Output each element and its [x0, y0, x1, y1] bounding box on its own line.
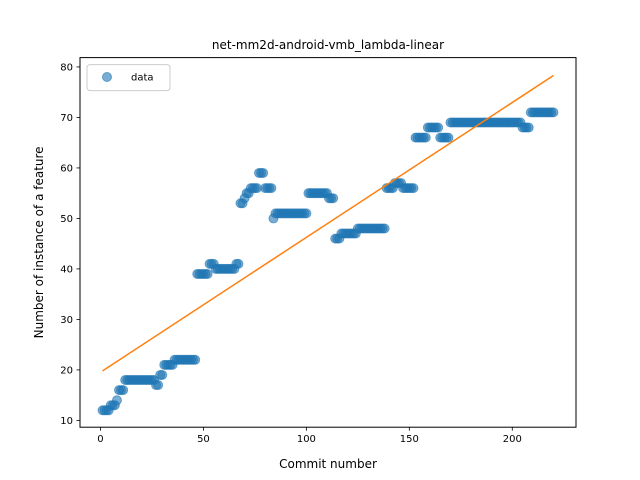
x-axis-title: Commit number: [279, 457, 377, 471]
y-axis: 10 20 30 40 50 60 70 80: [60, 62, 80, 427]
data-point: [328, 193, 339, 204]
data-point: [251, 183, 262, 194]
y-tick-label: 40: [60, 264, 73, 275]
x-tick-label: 50: [197, 434, 210, 445]
plot-frame: [79, 57, 577, 428]
data-point: [258, 167, 269, 178]
y-axis-title: Number of instance of a feature: [32, 146, 46, 338]
y-tick-label: 80: [60, 62, 73, 73]
legend-marker-data: [102, 72, 112, 82]
y-tick-label: 60: [60, 163, 73, 174]
legend-label-data: data: [131, 73, 154, 84]
data-point: [408, 183, 419, 194]
data-point: [548, 107, 559, 118]
legend: data: [86, 64, 171, 92]
fit-line: [102, 74, 554, 372]
data-point: [420, 132, 431, 143]
x-tick-label: 0: [97, 434, 103, 445]
data-point: [190, 354, 201, 365]
chart-title: net-mm2d-android-vmb_lambda-linear: [212, 38, 444, 52]
data-point: [111, 395, 122, 406]
plot-area: [97, 74, 559, 416]
y-tick-label: 20: [60, 365, 73, 376]
data-point: [157, 369, 168, 380]
data-point: [233, 258, 244, 269]
data-point: [301, 208, 312, 219]
y-tick-label: 10: [60, 416, 73, 427]
data-point: [266, 183, 277, 194]
x-tick-label: 150: [400, 434, 419, 445]
data-point: [433, 122, 444, 133]
legend-box: [86, 64, 171, 92]
data-point: [379, 223, 390, 234]
x-tick-label: 200: [503, 434, 522, 445]
data-point: [153, 380, 164, 391]
data-point: [202, 268, 213, 279]
x-tick-label: 100: [297, 434, 316, 445]
data-point: [443, 132, 454, 143]
y-tick-label: 70: [60, 113, 73, 124]
data-point: [523, 122, 534, 133]
y-tick-label: 30: [60, 315, 73, 326]
y-tick-label: 50: [60, 214, 73, 225]
x-axis: 0 50 100 150 200: [97, 427, 522, 445]
data-point: [118, 385, 129, 396]
